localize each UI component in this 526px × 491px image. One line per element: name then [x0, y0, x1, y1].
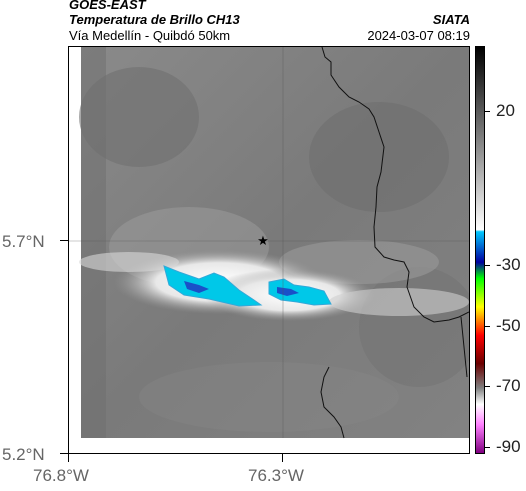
colorbar-label-20: 20: [496, 101, 515, 120]
lat-label-5-2: 5.2°N: [2, 445, 45, 464]
satellite-map: ★: [68, 46, 479, 454]
title-line1: GOES-EAST: [69, 0, 146, 12]
colorbar-label-minus30: -30: [496, 255, 521, 274]
border-line: [321, 46, 470, 323]
colorbar-label-minus90: -90: [496, 437, 521, 456]
lon-label-76-8: 76.8°W: [33, 466, 89, 485]
organization-label: SIATA: [432, 12, 470, 27]
timestamp: 2024-03-07 08:19: [367, 28, 470, 43]
subtitle: Vía Medellín - Quibdó 50km: [69, 28, 231, 43]
cold-cloud-top: [163, 265, 263, 307]
map-canvas: ★: [69, 46, 479, 439]
colorbar: [475, 46, 485, 454]
colorbar-label-minus50: -50: [496, 316, 521, 335]
title-line2: Temperatura de Brillo CH13: [69, 12, 240, 27]
colorbar-label-minus70: -70: [496, 376, 521, 395]
lat-label-5-7: 5.7°N: [2, 232, 45, 251]
lon-label-76-3: 76.3°W: [248, 466, 304, 485]
location-star-icon: ★: [257, 234, 269, 249]
